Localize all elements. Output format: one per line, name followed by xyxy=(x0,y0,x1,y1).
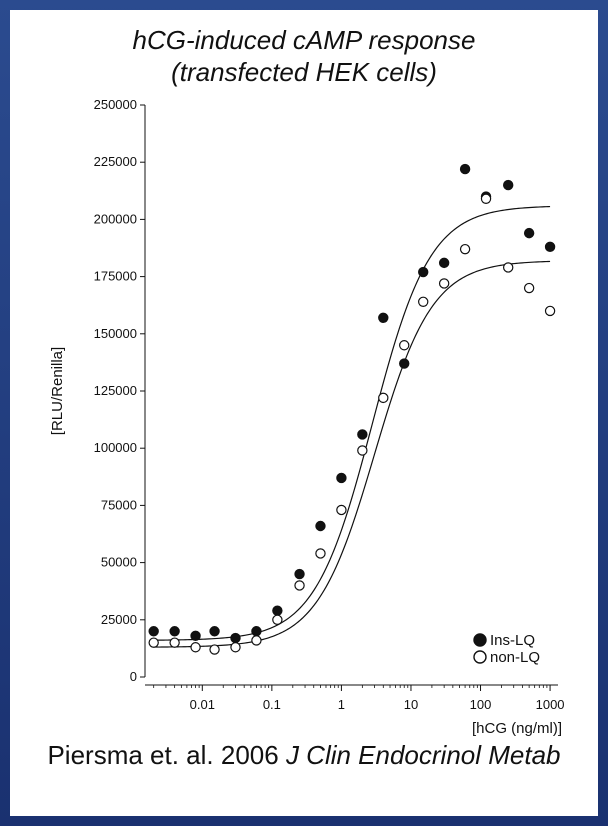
data-point-ins-lq xyxy=(251,626,262,637)
x-tick-label: 1000 xyxy=(536,697,565,712)
x-tick-label: 10 xyxy=(404,697,418,712)
data-point-ins-lq xyxy=(169,626,180,637)
data-point-ins-lq xyxy=(230,632,241,644)
data-point-non-lq xyxy=(502,262,514,273)
x-tick-label: 1 xyxy=(338,697,345,712)
data-point-non-lq xyxy=(272,614,283,626)
legend-marker-non-lq xyxy=(473,650,487,664)
data-point-non-lq xyxy=(251,635,262,646)
chart-title-line-2: (transfected HEK cells) xyxy=(171,57,437,87)
data-point-non-lq xyxy=(523,282,535,294)
y-tick-label: 250000 xyxy=(94,97,137,112)
y-tick-label: 0 xyxy=(130,669,137,684)
data-point-non-lq xyxy=(209,644,220,655)
x-tick-label: 0.1 xyxy=(263,697,281,712)
data-point-non-lq xyxy=(148,637,159,648)
data-point-ins-lq xyxy=(544,241,556,253)
y-tick-label: 100000 xyxy=(94,440,137,455)
data-point-ins-lq xyxy=(148,626,159,637)
data-point-ins-lq xyxy=(378,312,389,323)
data-point-ins-lq xyxy=(315,520,326,532)
citation-journal: J Clin Endocrinol Metab xyxy=(285,740,561,770)
data-point-non-lq xyxy=(230,642,241,653)
data-point-non-lq xyxy=(190,642,201,653)
data-point-ins-lq xyxy=(190,630,201,642)
data-point-non-lq xyxy=(459,243,471,255)
x-axis-label: [hCG (ng/ml)] xyxy=(472,720,562,737)
data-point-ins-lq xyxy=(418,266,429,278)
chart-title-line-1: hCG-induced cAMP response xyxy=(132,25,476,55)
citation: Piersma et. al. 2006 J Clin Endocrinol M… xyxy=(10,738,598,772)
data-point-ins-lq xyxy=(399,358,410,369)
data-point-non-lq xyxy=(169,637,180,648)
data-point-non-lq xyxy=(418,296,429,307)
y-axis-label: [RLU/Renilla] xyxy=(49,347,66,435)
fit-curve-ins-lq xyxy=(153,205,551,641)
citation-authors: Piersma et. al. 2006 xyxy=(47,740,279,770)
legend-label-non-lq: non-LQ xyxy=(490,649,540,666)
y-tick-label: 200000 xyxy=(94,211,137,226)
axes: 0 25000 50000 75000 100000 125000 150000 175000… xyxy=(49,97,565,737)
chart-title: hCG-induced cAMP response (transfected H… xyxy=(10,24,598,88)
data-point-ins-lq xyxy=(438,257,450,269)
data-point-non-lq xyxy=(399,340,410,351)
y-tick-label: 25000 xyxy=(101,612,137,627)
data-point-non-lq xyxy=(336,504,347,516)
slide-panel: hCG-induced cAMP response (transfected H… xyxy=(10,10,598,816)
data-point-non-lq xyxy=(357,445,368,456)
y-tick-label: 225000 xyxy=(94,154,137,169)
y-tick-label: 125000 xyxy=(94,383,137,398)
fit-curve-non-lq xyxy=(153,260,551,648)
y-tick-label: 50000 xyxy=(101,555,137,570)
data-point-ins-lq xyxy=(209,626,220,637)
data-point-non-lq xyxy=(544,305,556,317)
data-point-ins-lq xyxy=(357,429,368,440)
data-point-non-lq xyxy=(294,580,305,591)
data-point-non-lq xyxy=(315,548,326,559)
data-point-ins-lq xyxy=(336,472,347,484)
data-point-ins-lq xyxy=(502,179,514,191)
x-tick-label: 0.01 xyxy=(190,697,215,712)
y-tick-label: 75000 xyxy=(101,497,137,512)
data-point-ins-lq xyxy=(459,163,471,175)
x-tick-label: 100 xyxy=(470,697,492,712)
data-points xyxy=(148,163,556,655)
dose-response-chart: 0 25000 50000 75000 100000 125000 150000 175000… xyxy=(49,97,565,737)
data-point-ins-lq xyxy=(523,227,535,239)
legend-label-ins-lq: Ins-LQ xyxy=(490,632,535,649)
data-point-non-lq xyxy=(378,392,389,404)
y-tick-label: 150000 xyxy=(94,326,137,341)
data-point-non-lq xyxy=(480,193,492,205)
data-point-non-lq xyxy=(438,278,450,289)
legend-marker-ins-lq xyxy=(473,633,487,647)
data-point-ins-lq xyxy=(272,605,283,616)
fit-curves xyxy=(153,205,551,648)
y-tick-label: 175000 xyxy=(94,269,137,284)
data-point-ins-lq xyxy=(294,568,305,580)
